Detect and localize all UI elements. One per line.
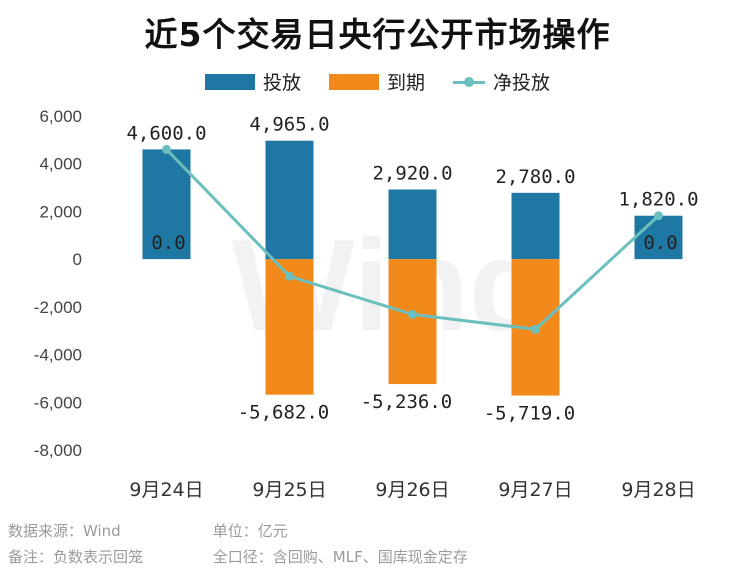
x-tick-label: 9月28日 [621, 479, 695, 501]
footer-note: 备注：负数表示回笼 [8, 548, 144, 566]
bar-investment [388, 189, 437, 260]
data-label-maturity: 0.0 [643, 232, 677, 254]
data-label-investment: 2,780.0 [495, 166, 575, 188]
legend-swatch-net [453, 75, 485, 89]
footer-row-1: 数据来源：Wind 单位：亿元 [8, 520, 288, 541]
data-label-maturity: -5,236.0 [361, 391, 453, 413]
net-point [654, 211, 663, 221]
y-tick-label: 0 [73, 250, 82, 269]
footer-row-2: 备注：负数表示回笼 全口径：含回购、MLF、国库现金定存 [8, 546, 468, 567]
data-label-maturity: -5,719.0 [484, 403, 576, 425]
legend: 投放 到期 净投放 [0, 68, 755, 95]
y-tick-label: -2,000 [34, 298, 82, 317]
bar-investment [265, 140, 314, 260]
data-label-maturity: 0.0 [151, 232, 185, 254]
legend-swatch-maturity [328, 73, 379, 90]
data-label-investment: 1,820.0 [618, 189, 698, 211]
legend-label-investment: 投放 [262, 72, 301, 94]
legend-swatch-investment [204, 73, 255, 90]
legend-label-maturity: 到期 [386, 72, 425, 94]
x-tick-label: 9月27日 [498, 479, 572, 501]
x-tick-label: 9月25日 [252, 479, 326, 501]
footer-scope: 全口径：含回购、MLF、国库现金定存 [212, 548, 468, 566]
bar-investment [511, 192, 560, 260]
legend-item-net: 净投放 [453, 68, 550, 95]
bar-maturity [388, 259, 437, 385]
y-tick-label: 6,000 [39, 107, 82, 126]
net-point [162, 144, 171, 154]
net-point [408, 309, 417, 319]
x-tick-label: 9月26日 [375, 479, 449, 501]
y-tick-label: -8,000 [34, 441, 82, 460]
chart-title: 近5个交易日央行公开市场操作 [144, 15, 611, 54]
y-tick-label: 2,000 [39, 202, 82, 221]
footer-source: 数据来源：Wind [8, 522, 121, 540]
data-label-maturity: -5,682.0 [238, 402, 330, 424]
x-tick-label: 9月24日 [129, 479, 203, 501]
legend-label-net: 净投放 [493, 72, 551, 94]
data-label-investment: 4,600.0 [126, 122, 206, 144]
legend-item-maturity: 到期 [328, 68, 425, 95]
data-label-investment: 4,965.0 [249, 114, 329, 136]
y-tick-label: -6,000 [34, 393, 82, 412]
data-label-investment: 2,920.0 [372, 162, 452, 184]
bar-investment [634, 215, 683, 260]
y-tick-label: 4,000 [39, 155, 82, 174]
footer-unit: 单位：亿元 [212, 522, 288, 540]
y-tick-label: -4,000 [34, 346, 82, 365]
net-point [285, 271, 294, 281]
legend-item-investment: 投放 [204, 68, 301, 95]
net-point [531, 324, 540, 334]
